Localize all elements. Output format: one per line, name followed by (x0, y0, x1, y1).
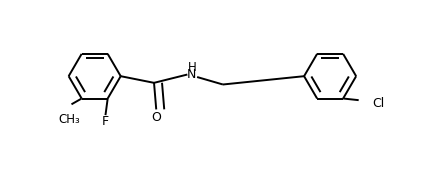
Text: H: H (187, 61, 196, 74)
Text: O: O (151, 111, 161, 124)
Text: F: F (102, 115, 109, 128)
Text: CH₃: CH₃ (59, 113, 80, 126)
Text: Cl: Cl (372, 97, 384, 110)
Text: N: N (187, 68, 197, 81)
